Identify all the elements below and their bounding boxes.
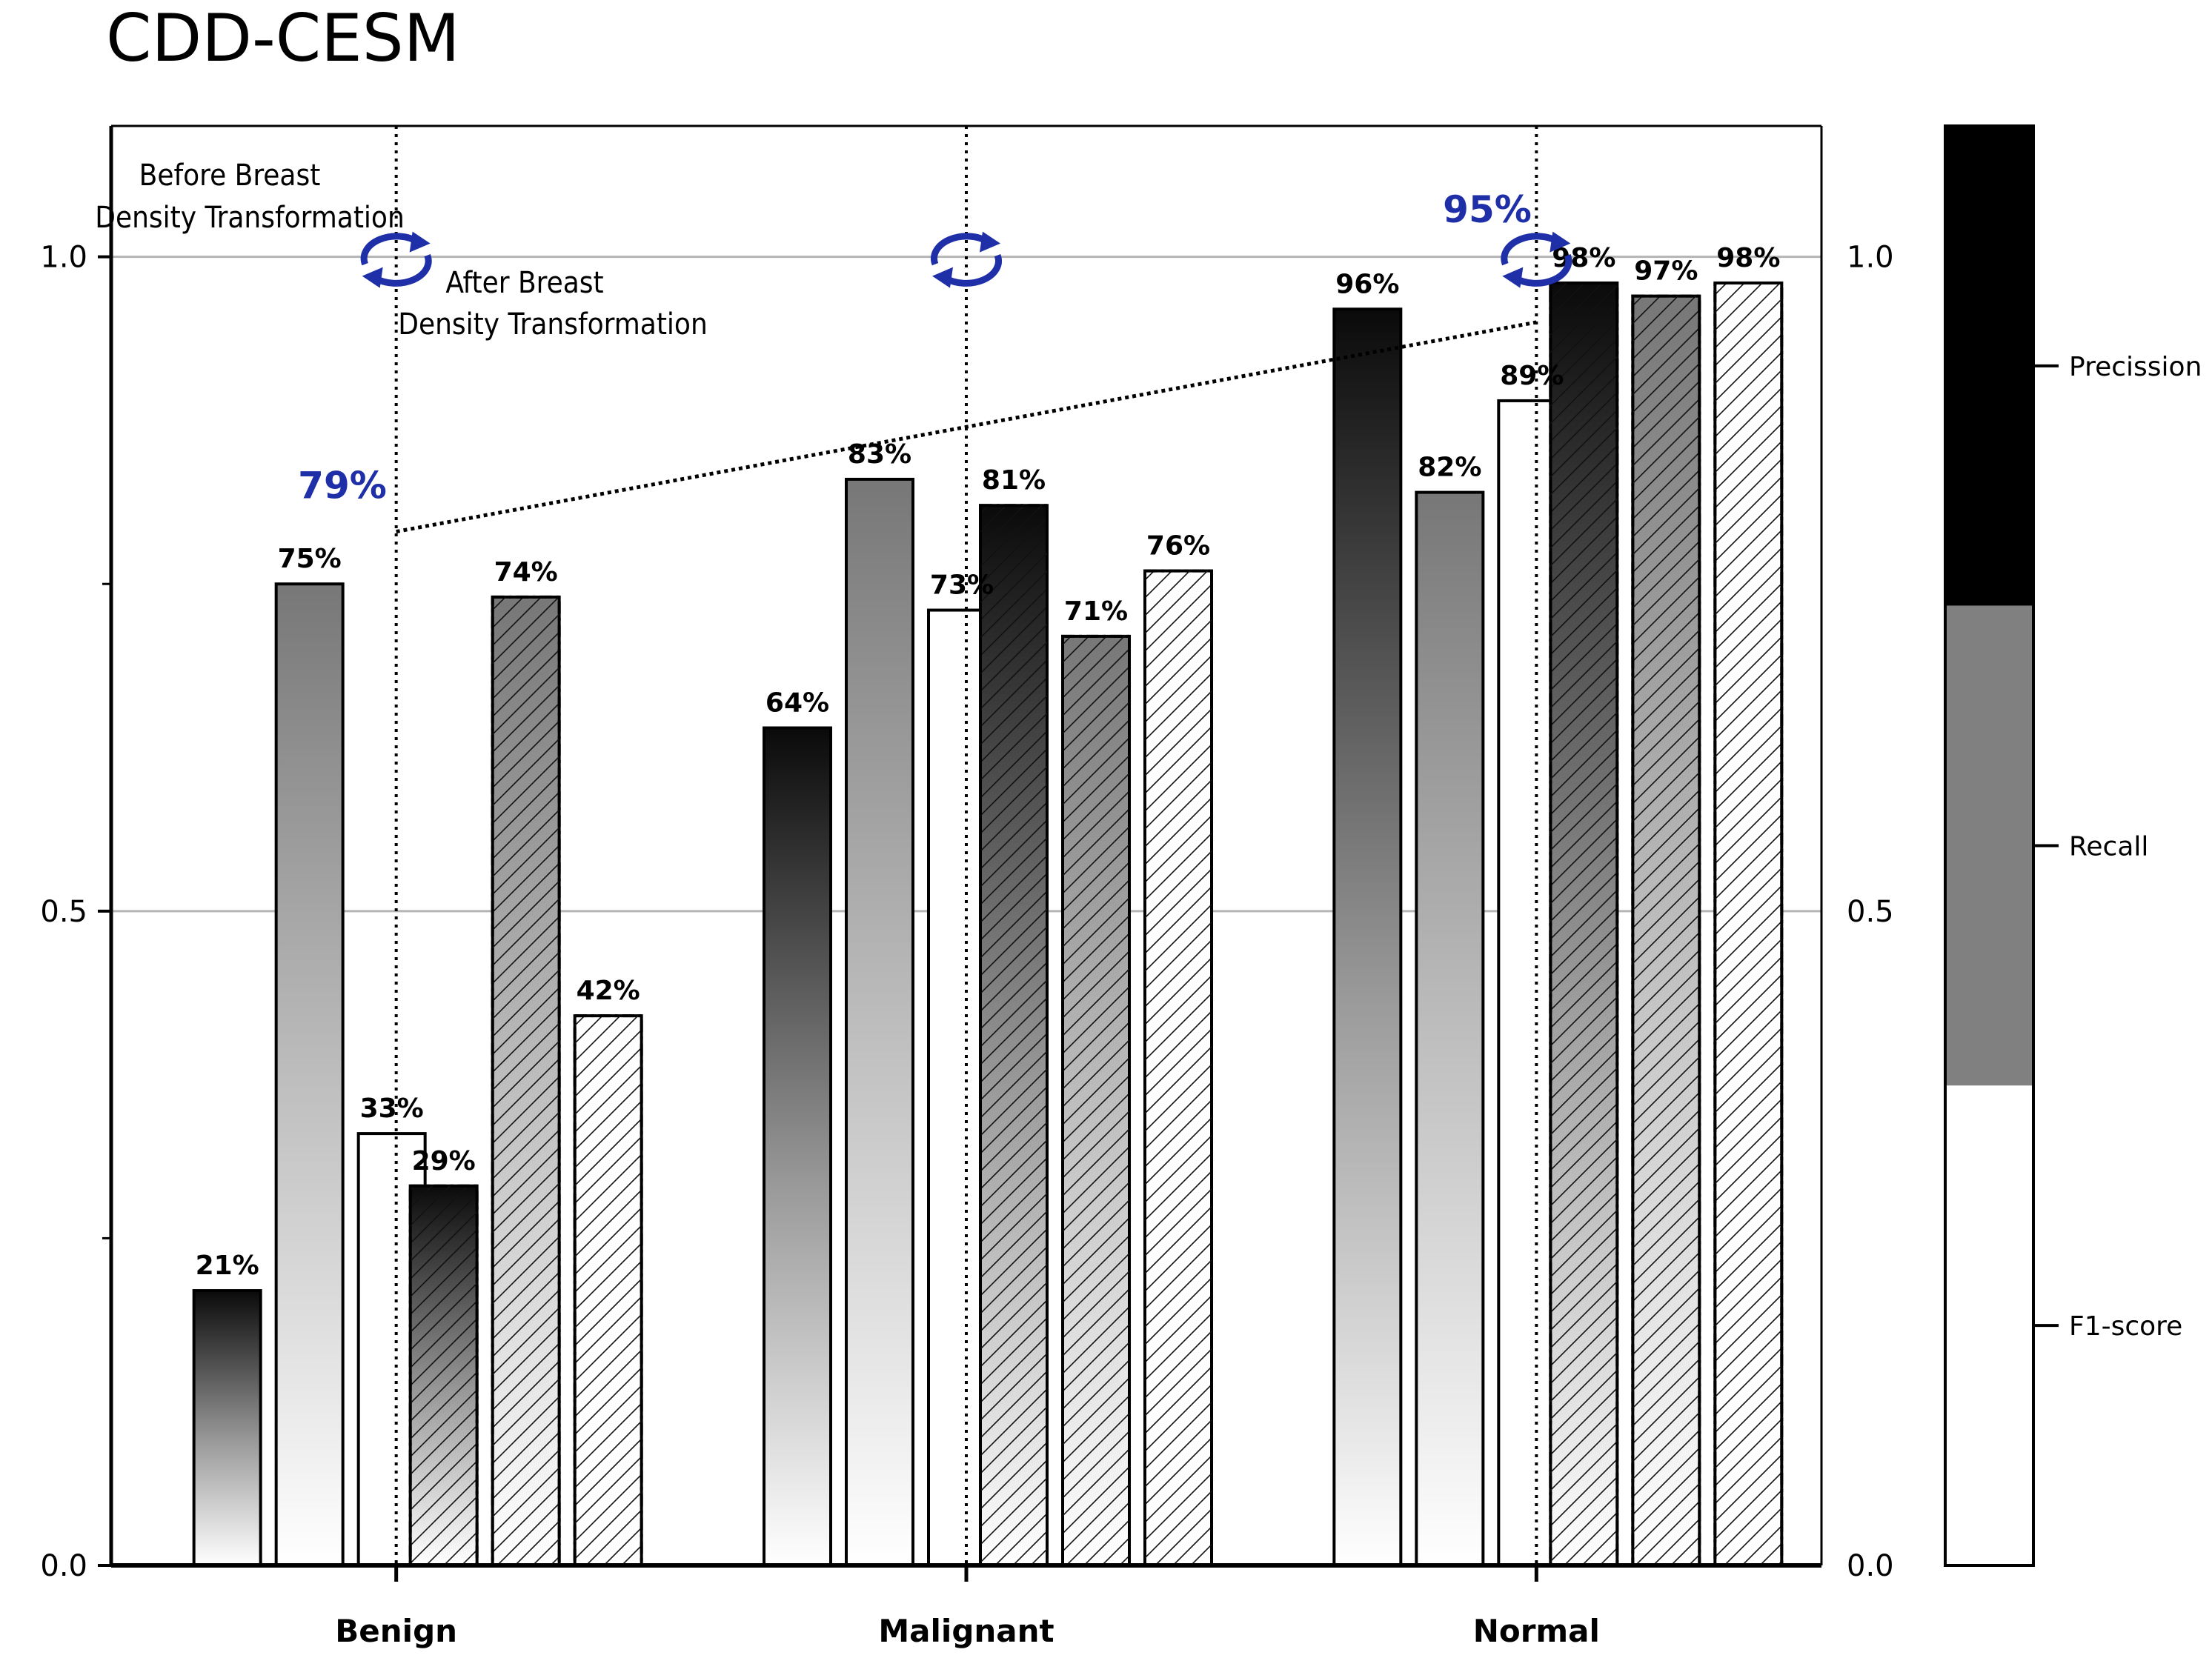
data-labels: 21%75%33%29%74%42%64%83%73%81%71%76%96%8… (196, 243, 1781, 1281)
bar-hatch-malignant-precission (979, 504, 1049, 1567)
bar-benign-before-precission (192, 1289, 262, 1567)
bar-malignant-before-precission (763, 726, 832, 1568)
legend-swatch-1 (1945, 605, 2033, 1086)
data-label: 82% (1418, 453, 1481, 483)
data-label: 42% (577, 976, 640, 1006)
annotations: Before Breast Density Transformation After… (95, 159, 1572, 534)
cycle-arrow-bottom (932, 267, 953, 288)
bar-hatch-benign-recall (491, 595, 561, 1568)
bar-hatch-malignant-recall (1061, 634, 1131, 1567)
data-label: 71% (1064, 596, 1128, 627)
legend-swatch-2 (1945, 1085, 2033, 1565)
cycle-icon (360, 231, 432, 288)
cycle-arc-top (360, 233, 421, 266)
legend-frame (1944, 124, 2035, 1567)
data-label: 29% (412, 1146, 476, 1176)
bar-hatch-normal-precission (1549, 281, 1619, 1567)
cycle-arrow-top (980, 231, 1000, 253)
data-label: 21% (196, 1251, 259, 1281)
data-label: 81% (982, 465, 1046, 496)
bar-hatch-malignant-f1-score (1143, 569, 1213, 1568)
group-dividers (394, 126, 1538, 1565)
after-label-line2: Density Transformation (398, 307, 708, 342)
cycle-icon (1501, 231, 1572, 288)
data-label: 76% (1146, 531, 1210, 562)
data-label: 98% (1716, 243, 1780, 273)
cycle-arc-bottom (942, 254, 1002, 287)
cycle-arc-top (931, 233, 991, 266)
legend-label: Precission (2069, 352, 2202, 382)
overall-trend-line (396, 320, 1537, 534)
cycle-arrow-bottom (1502, 267, 1524, 288)
cycle-arc-bottom (372, 254, 432, 287)
bar-hatch-benign-precission (408, 1184, 479, 1567)
bar-hatch-normal-recall (1631, 294, 1701, 1567)
y-tick-label: 0.5 (40, 895, 87, 929)
legend: Precission Recall F1-score (1944, 124, 2202, 1567)
y-tick-label: 0.0 (40, 1549, 87, 1583)
before-label-line2: Density Transformation (95, 201, 405, 235)
y-tick-label: 1.0 (40, 241, 87, 275)
cycle-arc-bottom (1512, 254, 1572, 287)
after-label-line1: After Breast (445, 266, 603, 300)
cycle-arrow-top (1550, 231, 1571, 253)
bar-hatch-benign-f1-score (573, 1014, 643, 1568)
chart-title: CDD-CESM (106, 0, 460, 76)
data-label: 97% (1634, 256, 1698, 287)
cycle-arrow-bottom (362, 267, 383, 288)
overall-start-label: 79% (298, 465, 387, 507)
y-tick-label-right: 0.0 (1847, 1549, 1894, 1583)
y-tick-label-right: 1.0 (1847, 241, 1894, 275)
data-label: 96% (1335, 269, 1399, 299)
data-label: 74% (494, 557, 558, 587)
legend-swatch-0 (1945, 126, 2033, 606)
y-tick-label-right: 0.5 (1847, 895, 1894, 929)
bar-normal-before-recall (1415, 490, 1485, 1568)
x-tick-label: Malignant (878, 1613, 1054, 1649)
x-tick-label: Benign (335, 1613, 457, 1649)
bar-malignant-before-recall (845, 477, 914, 1567)
bar-normal-before-precission (1332, 307, 1403, 1568)
cycle-arc-top (1501, 233, 1561, 266)
cycle-arrow-top (409, 231, 431, 253)
before-label-line1: Before Breast (139, 159, 321, 193)
axes: Benign Malignant Normal 0.0 0.0 0.5 0.5 1.0 1.0 (40, 124, 1894, 1649)
data-label: 75% (278, 544, 342, 574)
legend-label: F1-score (2069, 1311, 2182, 1342)
cycle-icon (931, 231, 1002, 288)
bar-hatch-normal-f1-score (1713, 281, 1784, 1567)
data-label: 33% (360, 1093, 424, 1124)
bar-benign-before-recall (274, 582, 345, 1567)
data-label: 73% (930, 570, 994, 601)
data-label: 89% (1500, 361, 1564, 391)
data-label: 64% (765, 688, 829, 719)
x-tick-label: Normal (1473, 1613, 1600, 1649)
legend-label: Recall (2069, 832, 2148, 862)
data-label: 98% (1552, 243, 1615, 273)
overall-end-label: 95% (1443, 188, 1532, 231)
